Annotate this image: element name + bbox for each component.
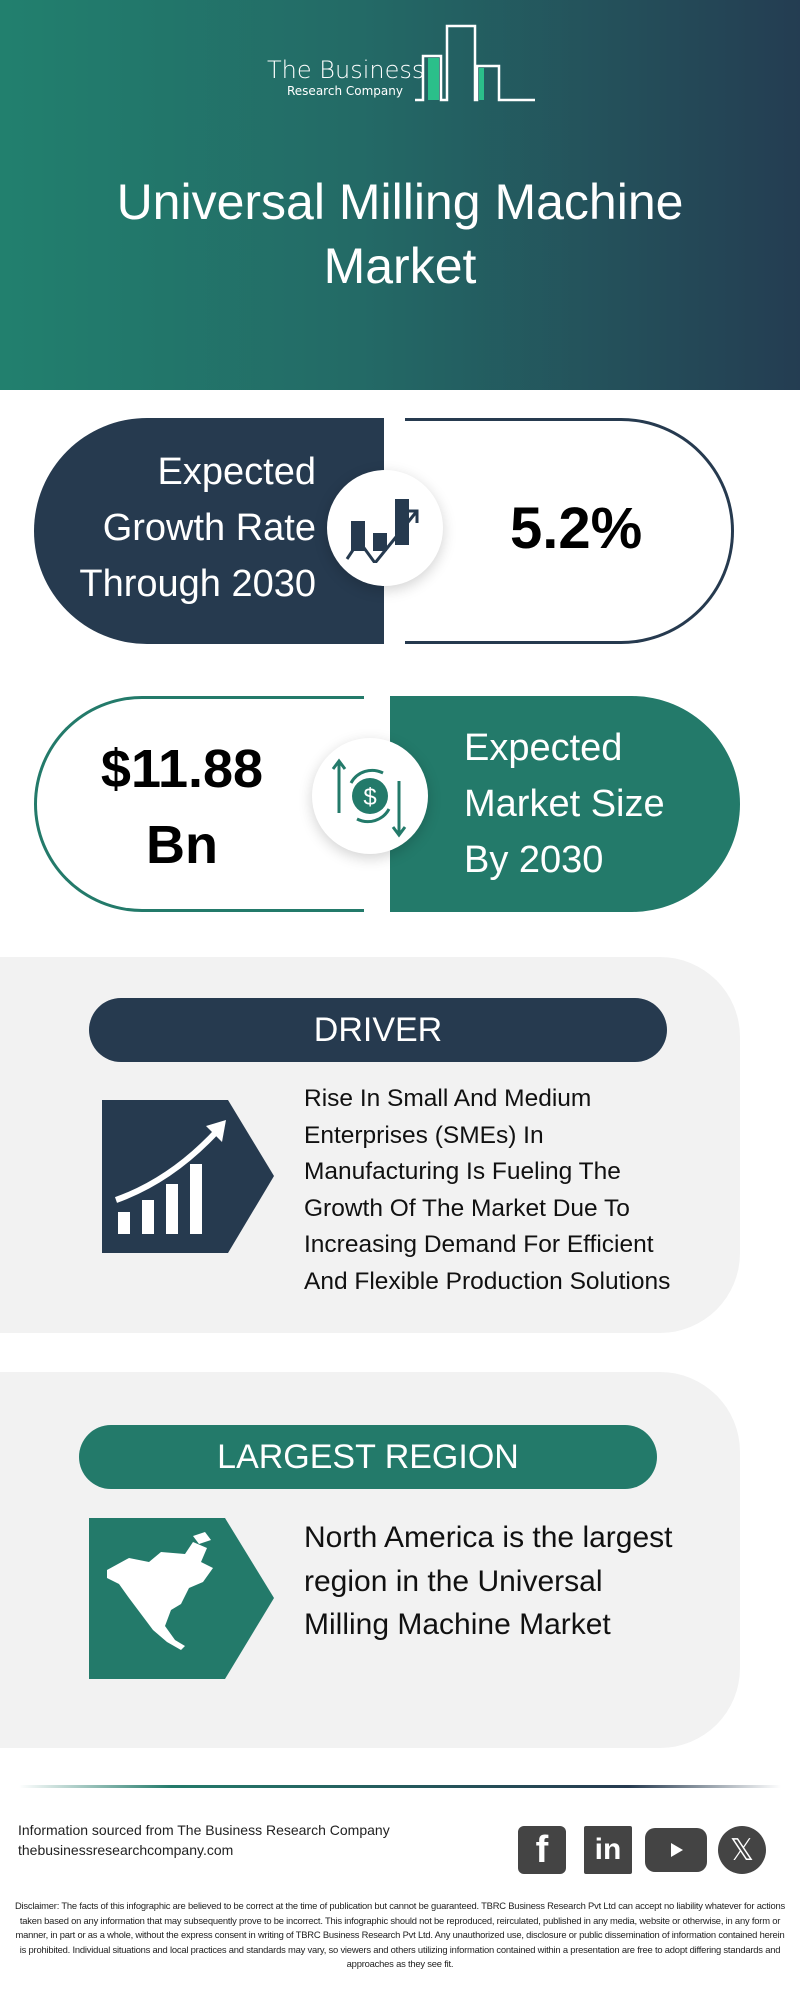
title-line2: Market bbox=[323, 238, 477, 294]
region-text-line: North America is the largest bbox=[304, 1521, 673, 1554]
growth-value-panel: 5.2% bbox=[405, 418, 734, 644]
growth-icon-circle bbox=[327, 470, 443, 586]
driver-text: Rise In Small And Medium Enterprises (SM… bbox=[304, 1081, 670, 1301]
market-value-panel: $11.88 Bn bbox=[34, 696, 364, 912]
company-logo: The Business Research Company bbox=[265, 22, 535, 104]
market-icon-circle: $ bbox=[312, 738, 428, 854]
driver-heading: DRIVER bbox=[89, 998, 667, 1062]
market-label-panel: Expected Market Size By 2030 bbox=[390, 696, 740, 912]
facebook-icon[interactable]: f bbox=[518, 1826, 566, 1874]
header-banner: The Business Research Company Universal … bbox=[0, 0, 800, 390]
growth-rate-value: 5.2% bbox=[510, 496, 643, 561]
market-label-line: Market Size bbox=[464, 783, 665, 825]
driver-text-line: Rise In Small And Medium bbox=[304, 1085, 592, 1112]
driver-text-line: Manufacturing Is Fueling The bbox=[304, 1158, 621, 1186]
source-info: Information sourced from The Business Re… bbox=[18, 1820, 390, 1860]
region-text-line: region in the Universal bbox=[304, 1564, 603, 1598]
dollar-cycle-icon: $ bbox=[331, 758, 407, 838]
driver-text-line: Enterprises (SMEs) In bbox=[304, 1121, 544, 1149]
youtube-icon[interactable] bbox=[645, 1828, 707, 1872]
growth-label-line: Growth Rate bbox=[102, 507, 316, 549]
footer-divider bbox=[19, 1785, 781, 1788]
logo-line1: The Business bbox=[267, 56, 425, 84]
market-size-value: $11.88 bbox=[100, 739, 264, 799]
driver-text-line: Growth Of The Market Due To bbox=[304, 1194, 630, 1222]
growth-label-line: Expected bbox=[157, 451, 316, 493]
region-text: North America is the largest region in t… bbox=[304, 1516, 672, 1647]
disclaimer: Disclaimer: The facts of this infographi… bbox=[14, 1900, 786, 1969]
buildings-logo-icon bbox=[415, 24, 535, 102]
logo-line2: Research Company bbox=[287, 84, 403, 98]
north-america-map-icon bbox=[89, 1518, 274, 1679]
source-text: Information sourced from The Business Re… bbox=[18, 1822, 390, 1838]
linkedin-icon[interactable]: in bbox=[584, 1826, 632, 1874]
growth-label-panel: Expected Growth Rate Through 2030 bbox=[34, 418, 384, 644]
x-icon[interactable]: 𝕏 bbox=[718, 1826, 766, 1874]
driver-text-line: Increasing Demand For Efficient bbox=[304, 1231, 654, 1259]
region-text-line: Milling Machine Market bbox=[304, 1608, 611, 1641]
growth-label-line: Through 2030 bbox=[79, 563, 316, 605]
title-line1: Universal Milling Machine bbox=[116, 174, 684, 230]
rising-bars-arrow-icon bbox=[102, 1100, 274, 1253]
driver-text-line: And Flexible Production Solutions bbox=[304, 1267, 671, 1295]
growth-chart-icon bbox=[345, 499, 419, 563]
svg-text:$: $ bbox=[363, 784, 376, 811]
page-title: Universal Milling Machine Market bbox=[40, 170, 760, 298]
market-size-unit: Bn bbox=[146, 815, 218, 875]
market-label-line: Expected bbox=[464, 727, 623, 769]
region-heading: LARGEST REGION bbox=[79, 1425, 657, 1489]
website-link[interactable]: thebusinessresearchcompany.com bbox=[18, 1842, 234, 1858]
market-label-line: By 2030 bbox=[464, 839, 604, 881]
